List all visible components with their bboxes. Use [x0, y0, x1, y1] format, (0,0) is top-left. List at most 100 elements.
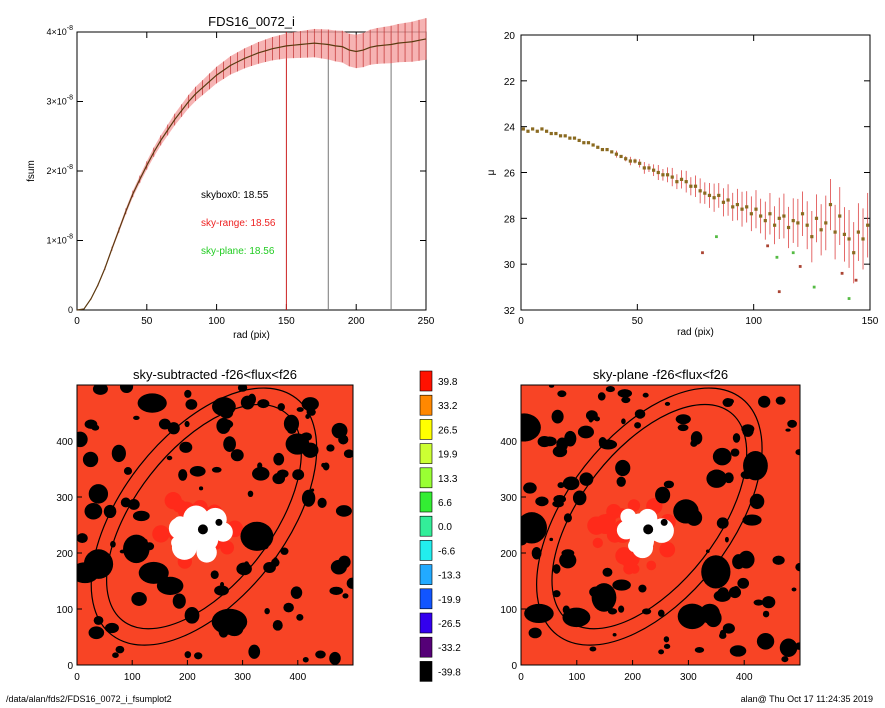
mu-point [842, 232, 847, 236]
masked-source [343, 449, 353, 458]
colorbar-label: 26.5 [438, 425, 458, 436]
colorbar-swatch [419, 636, 433, 658]
masked-source [612, 579, 631, 591]
outer-aperture-ellipse [536, 387, 763, 646]
mu-point [591, 143, 595, 147]
masked-source [795, 562, 800, 572]
masked-source [131, 592, 147, 606]
x-tick-label: 100 [208, 316, 225, 327]
masked-source [179, 441, 193, 453]
masked-source [331, 422, 348, 439]
y-tick-label: 200 [500, 549, 517, 560]
masked-source [673, 499, 699, 524]
masked-source [775, 396, 786, 405]
galaxy-core [173, 516, 188, 531]
colorbar-swatch [419, 540, 433, 561]
mu-point [540, 127, 544, 131]
masked-source [290, 586, 303, 599]
mu-point [577, 138, 581, 143]
masked-source [135, 600, 141, 604]
masked-source [272, 472, 286, 485]
masked-source [523, 482, 537, 494]
masked-source [694, 647, 705, 653]
annotation-2: sky-plane: 18.56 [201, 246, 275, 257]
masked-source [589, 586, 603, 598]
masked-source [83, 454, 97, 466]
y-tick-label: 2×10-8 [46, 164, 73, 176]
masked-source [732, 433, 741, 443]
masked-source [730, 448, 740, 457]
galaxy-rim [592, 537, 603, 549]
masked-source [552, 564, 561, 574]
mu-point [698, 189, 702, 193]
mu-point [535, 129, 539, 133]
masked-source [615, 459, 631, 477]
mu-point [521, 127, 525, 131]
masked-source [115, 645, 125, 654]
x-tick-label: 0 [518, 672, 524, 683]
galaxy-rim [659, 541, 676, 558]
mu-point [861, 237, 865, 241]
colorbar-label: 0.0 [438, 522, 452, 533]
y-tick-label: 22 [504, 77, 516, 88]
y-tick-label: 400 [500, 437, 517, 448]
masked-source [283, 602, 294, 613]
mu-outlier-point [777, 290, 781, 294]
x-tick-label: 150 [278, 316, 295, 327]
masked-source [521, 512, 547, 544]
galaxy-rim [646, 560, 657, 571]
masked-source [128, 499, 140, 510]
image-area [521, 385, 800, 665]
colorbar-swatch [419, 370, 433, 392]
masked-source [92, 385, 108, 395]
masked-source [548, 385, 555, 388]
mu-point [717, 193, 721, 198]
y-tick-label: 100 [500, 605, 517, 616]
central-source [215, 518, 223, 526]
masked-source [562, 476, 580, 491]
colorbar-label: 13.3 [438, 474, 458, 485]
mu-point [531, 127, 535, 131]
masked-source [247, 393, 257, 405]
x-tick-label: 0 [74, 316, 80, 327]
colorbar-swatch [419, 564, 433, 585]
colorbar-label: 19.9 [438, 450, 458, 461]
masked-source [741, 424, 755, 434]
masked-source [690, 440, 698, 447]
masked-source [699, 603, 720, 624]
y-axis-label: fsum [26, 160, 37, 182]
masked-source [185, 399, 198, 410]
mu-point [554, 131, 558, 136]
image-frame [520, 384, 801, 666]
masked-source [607, 608, 618, 615]
masked-source [223, 621, 232, 633]
colorbar-swatch [419, 419, 433, 440]
masked-source [300, 432, 312, 442]
image-frame [76, 384, 354, 666]
mu-outlier-point [701, 251, 704, 255]
mu-outlier-point [798, 265, 802, 268]
colorbar-swatch [419, 491, 433, 513]
masked-source [84, 502, 103, 520]
x-tick-label: 100 [124, 672, 141, 683]
chart-title: FDS16_0072_i [208, 14, 295, 29]
masked-source [605, 386, 615, 393]
x-tick-label: 400 [289, 672, 306, 683]
masked-source [551, 409, 564, 424]
colorbar-label: -19.9 [438, 595, 461, 606]
mu-point [791, 219, 795, 223]
mu-point [814, 216, 819, 220]
masked-source [287, 427, 297, 434]
masked-source [658, 649, 665, 655]
masked-source [91, 424, 100, 431]
masked-source [210, 570, 219, 579]
masked-source [77, 431, 88, 448]
masked-source [621, 396, 631, 404]
x-tick-label: 100 [745, 316, 762, 327]
masked-source [787, 419, 797, 428]
masked-source [184, 651, 192, 659]
mu-point [582, 141, 586, 145]
masked-source [247, 490, 254, 498]
masked-source [674, 508, 682, 514]
mu-point [684, 180, 688, 184]
